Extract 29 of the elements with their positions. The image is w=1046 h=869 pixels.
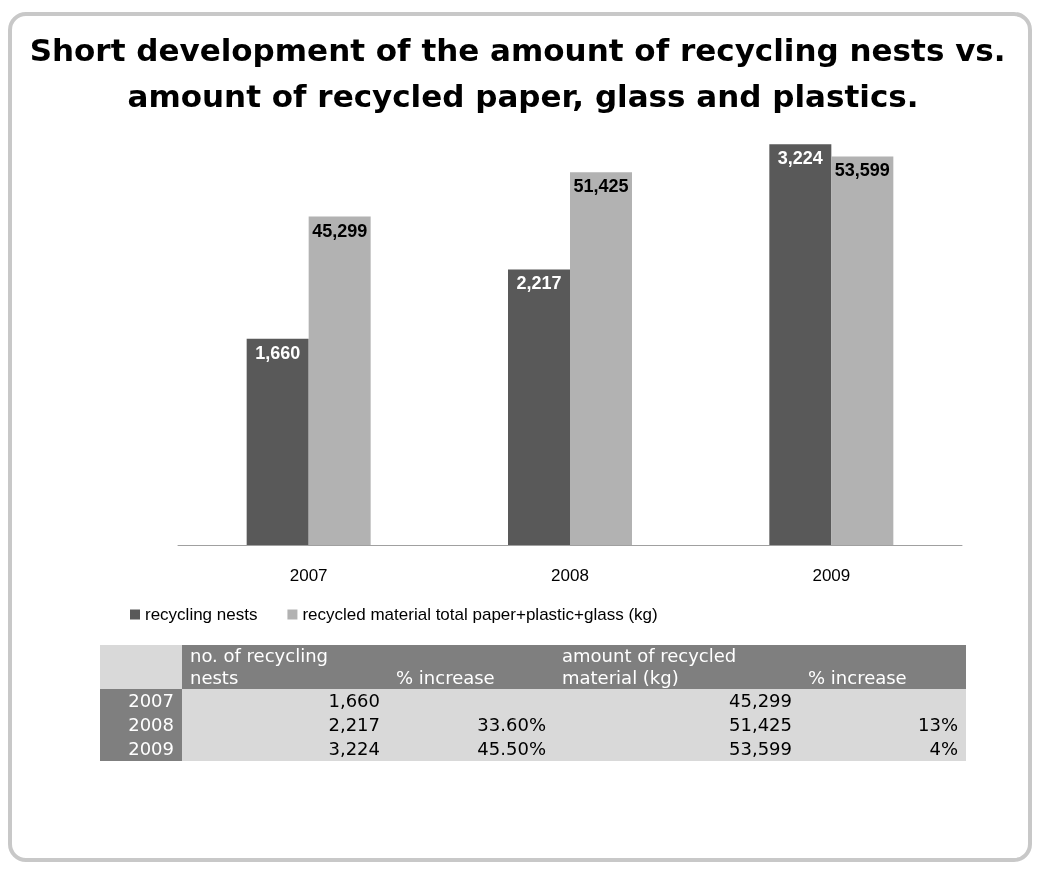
text: % increase — [800, 645, 966, 689]
text: no. of recycling nests — [182, 645, 388, 689]
data-label: 53,599 — [834, 160, 890, 181]
x-tick-label: 2007 — [289, 566, 328, 585]
data-label: 51,425 — [573, 176, 629, 197]
category-label: 2009 — [100, 737, 182, 761]
category-label: 2008 — [100, 713, 182, 737]
data-label: 45,299 — [312, 220, 368, 241]
data-label: 1,660 — [255, 342, 301, 363]
data-label: 45.50% — [388, 737, 554, 761]
data-label: 2,217 — [516, 273, 562, 294]
legend-label: recycled material total paper+plastic+glass (kg) — [302, 605, 658, 624]
text: % increase — [388, 645, 554, 689]
x-tick-label: 2009 — [812, 566, 851, 585]
data-label: 2,217 — [182, 713, 388, 737]
x-tick-label: 2008 — [551, 566, 589, 585]
data-label: 13% — [800, 713, 966, 737]
category-label: 2007 — [100, 689, 182, 713]
data-label: 45,299 — [554, 689, 800, 713]
data-label: 51,425 — [554, 713, 800, 737]
data-label: 3,224 — [182, 737, 388, 761]
legend-label: recycling nests — [145, 605, 258, 624]
text: amount of recycled material (kg) — [554, 645, 800, 689]
data-label: 53,599 — [554, 737, 800, 761]
data-label: 3,224 — [777, 148, 823, 169]
data-label: 33.60% — [388, 713, 554, 737]
data-label: 1,660 — [182, 689, 388, 713]
data-label: 4% — [800, 737, 966, 761]
chart-title: Short development of the amount of recycling nests vs. amount of recycled paper, glass and plastics. — [29, 32, 1017, 114]
